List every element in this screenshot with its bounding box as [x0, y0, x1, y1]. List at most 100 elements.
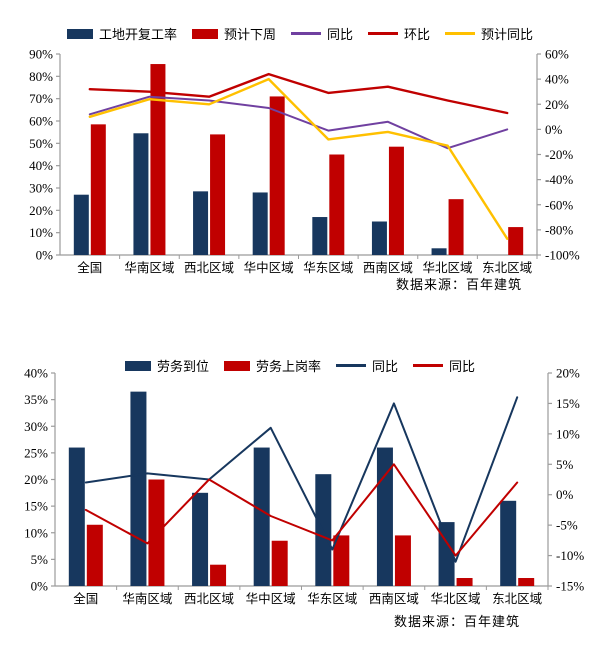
right-tick-label: 20% [545, 97, 569, 112]
legend-item-工地开复工率: 工地开复工率 [66, 24, 177, 43]
left-tick-label: 0% [31, 579, 49, 594]
bar-劳务到位-西北区域 [192, 492, 209, 586]
bar-劳务到位-华中区域 [253, 447, 270, 586]
bar-swatch-icon [223, 360, 250, 371]
bar-工地开复工率-华南区域 [133, 133, 149, 255]
left-tick-label: 25% [24, 445, 48, 460]
trend-line-同比 [84, 463, 519, 557]
category-label: 华南区域 [122, 591, 172, 606]
right-tick-label: -5% [556, 518, 578, 533]
bar-工地开复工率-西南区域 [371, 221, 387, 255]
left-tick-label: 10% [29, 225, 53, 240]
line-swatch-icon [336, 364, 366, 367]
legend-item-预计下周: 预计下周 [191, 24, 276, 43]
right-tick-label: -60% [545, 197, 573, 212]
category-label: 华中区域 [244, 260, 294, 275]
right-tick-label: -40% [545, 172, 573, 187]
right-tick-label: 0% [556, 487, 574, 502]
legend-item-预计同比: 预计同比 [445, 24, 533, 43]
bar-工地开复工率-全国 [73, 194, 89, 255]
data-source: 数据来源：百年建筑 [393, 614, 520, 629]
chart-legend: 劳务到位 劳务上岗率 同比 同比 [0, 356, 600, 375]
left-tick-label: 10% [24, 525, 48, 540]
line-swatch-icon [413, 364, 444, 367]
line-swatch-icon [445, 32, 476, 35]
category-label: 东北区域 [482, 261, 532, 275]
legend-label: 预计下周 [223, 27, 276, 42]
category-label: 西北区域 [184, 261, 234, 275]
right-tick-label: -15% [556, 579, 584, 594]
left-tick-label: 60% [29, 114, 53, 129]
category-label: 全国 [77, 260, 102, 275]
legend-label: 工地开复工率 [98, 27, 177, 42]
chart-legend: 工地开复工率 预计下周 同比 环比 预计同比 [0, 24, 600, 43]
data-source: 数据来源：百年建筑 [395, 277, 522, 292]
left-tick-label: 35% [24, 392, 48, 407]
legend-label: 预计同比 [481, 27, 534, 42]
left-tick-label: 80% [29, 69, 53, 84]
left-tick-label: 50% [29, 136, 53, 151]
left-tick-label: 90% [29, 47, 53, 62]
category-label: 西南区域 [369, 591, 419, 606]
legend-label: 同比 [449, 359, 476, 374]
legend-label: 同比 [372, 359, 399, 374]
category-label: 全国 [73, 591, 98, 606]
bar-工地开复工率-华北区域 [431, 248, 447, 255]
category-label: 华东区域 [303, 260, 353, 275]
right-tick-label: -20% [545, 147, 573, 162]
bar-工地开复工率-华中区域 [252, 192, 268, 255]
legend-item-同比: 同比 [290, 24, 353, 43]
legend-item-同比: 同比 [336, 356, 398, 375]
category-label: 华中区域 [246, 591, 296, 606]
bar-劳务上岗率-东北区域 [518, 578, 535, 586]
trend-line-预计同比 [88, 77, 509, 240]
left-tick-label: 5% [31, 552, 49, 567]
category-label: 西北区域 [184, 592, 234, 606]
trend-line-环比 [88, 72, 509, 115]
legend-item-同比: 同比 [413, 356, 475, 375]
left-tick-label: 20% [29, 203, 53, 218]
bar-预计下周-西北区域 [210, 134, 226, 255]
bar-预计下周-华东区域 [329, 154, 345, 255]
legend-item-环比: 环比 [368, 24, 430, 43]
bar-swatch-icon [191, 28, 218, 39]
bar-劳务上岗率-华北区域 [456, 578, 473, 586]
bar-劳务上岗率-华东区域 [333, 535, 350, 586]
bar-劳务上岗率-西北区域 [210, 564, 227, 586]
left-tick-label: 30% [29, 181, 53, 196]
trend-line-同比 [84, 396, 519, 563]
left-tick-label: 15% [24, 499, 48, 514]
category-label: 华北区域 [431, 591, 481, 606]
line-swatch-icon [368, 32, 398, 35]
bar-预计下周-华南区域 [150, 64, 166, 255]
line-swatch-icon [290, 32, 321, 35]
legend-label: 同比 [326, 27, 353, 42]
category-label: 华南区域 [124, 260, 174, 275]
legend-item-劳务上岗率: 劳务上岗率 [223, 356, 321, 375]
right-tick-label: 5% [556, 457, 574, 472]
right-tick-label: -80% [545, 222, 573, 237]
legend-label: 劳务上岗率 [255, 359, 321, 374]
right-tick-label: 40% [545, 72, 569, 87]
right-tick-label: 0% [545, 122, 563, 137]
bar-工地开复工率-西北区域 [193, 191, 209, 255]
legend-label: 劳务到位 [156, 359, 209, 374]
bar-swatch-icon [66, 28, 93, 39]
category-label: 东北区域 [492, 592, 542, 606]
chart-plot: 0% 10% 20% 30% 40% 50% 60% 70% 80% 90% -100% -80% -6… [29, 47, 580, 276]
category-label: 华东区域 [307, 591, 357, 606]
bar-预计下周-东北区域 [508, 227, 524, 255]
bar-预计下周-华北区域 [448, 199, 464, 255]
bar-劳务到位-全国 [68, 447, 85, 586]
bar-劳务到位-西南区域 [376, 447, 393, 586]
bar-预计下周-华中区域 [269, 96, 285, 255]
left-tick-label: 40% [29, 158, 53, 173]
bar-劳务到位-东北区域 [500, 500, 517, 586]
right-tick-label: 20% [556, 366, 580, 381]
work-resumption-chart: 工地开复工率 预计下周 同比 环比 预计同比 0% 10% 20% 30% 40% 50% 60% 7… [0, 0, 600, 320]
bar-swatch-icon [124, 360, 151, 371]
legend-label: 环比 [404, 27, 431, 42]
bar-预计下周-西南区域 [388, 146, 404, 255]
bar-劳务到位-华南区域 [130, 391, 147, 586]
